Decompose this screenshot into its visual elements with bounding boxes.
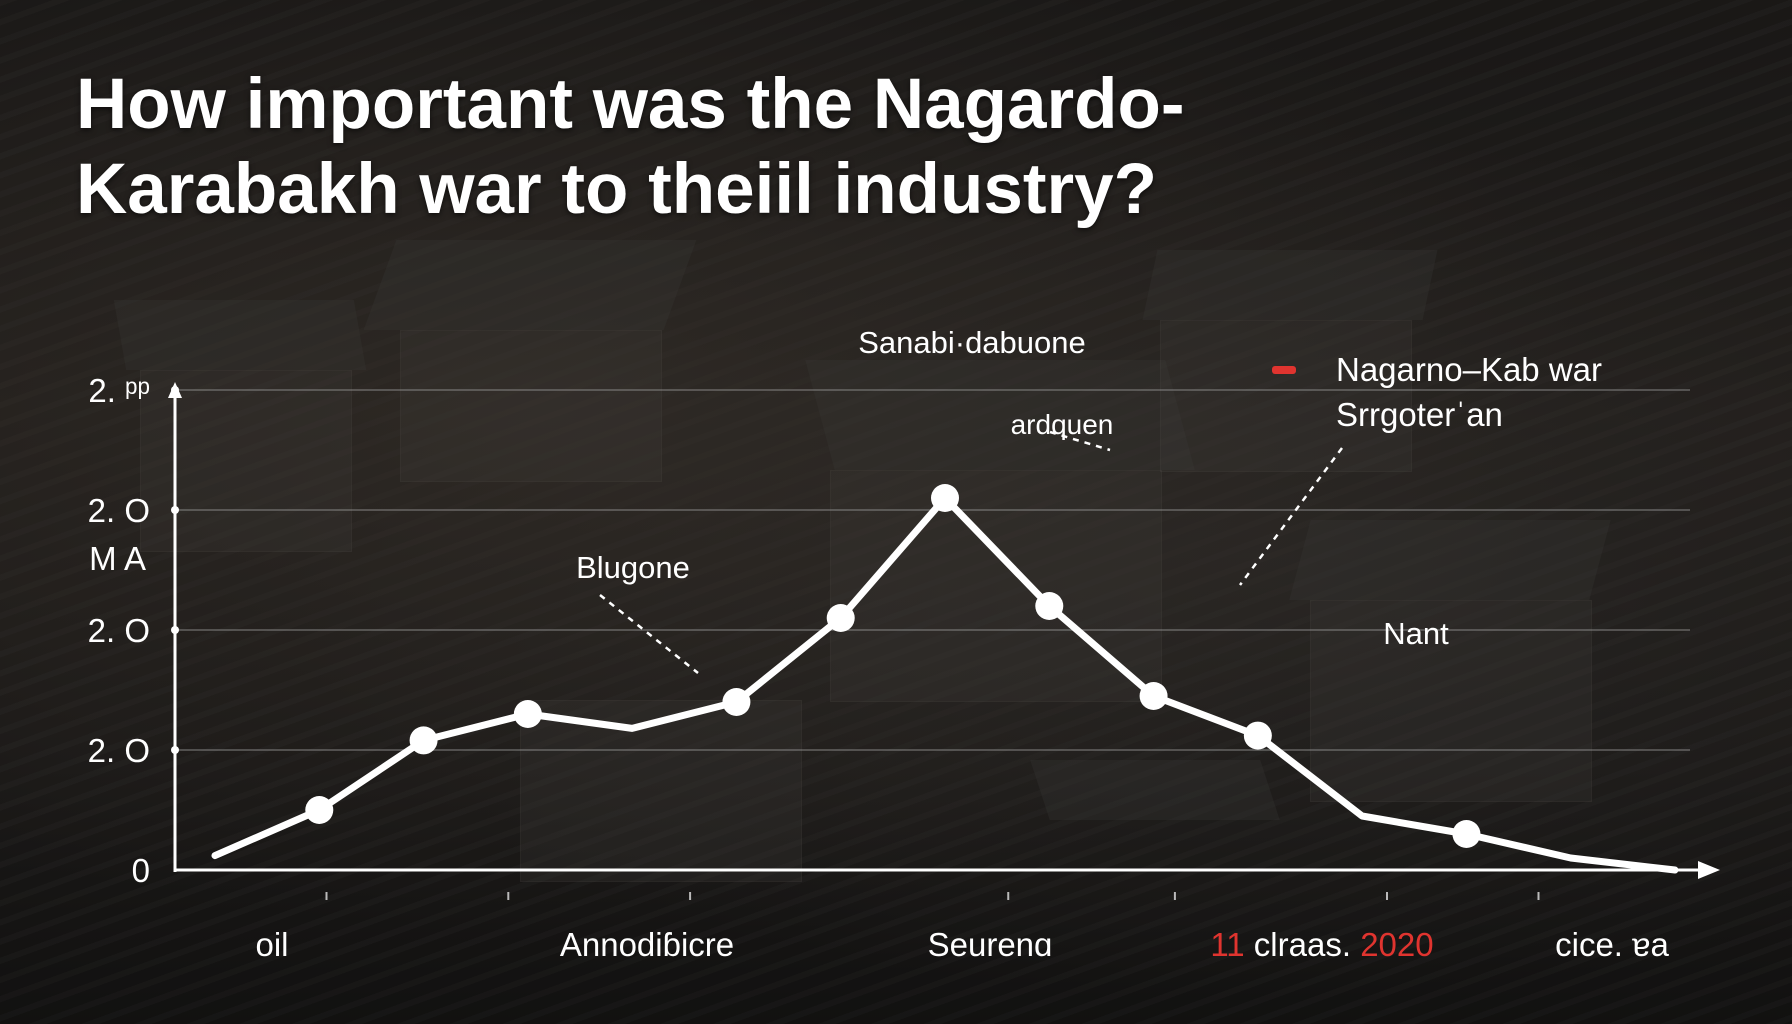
x-category-label-part: 2020 <box>1360 926 1433 963</box>
annotation-leader-blugone <box>599 594 699 674</box>
data-point <box>931 484 959 512</box>
data-point <box>826 604 855 632</box>
annotation-label: Blugone <box>576 550 690 585</box>
chart-title-line-1: How important was the Nagardo- <box>76 65 1185 144</box>
x-category-label: oil <box>255 926 288 963</box>
x-category-label-part: 11 <box>1210 926 1244 963</box>
y-tick-label: 2. O <box>88 612 150 649</box>
data-point <box>1139 682 1168 710</box>
y-tick-label: 2. O <box>88 732 150 769</box>
y-axis-arrow <box>168 382 182 398</box>
x-category-label: Seurenɑ <box>928 926 1053 963</box>
x-category-label: 11 clraas. 2020 <box>1210 926 1433 963</box>
chart-title-line-2: Karabakh war to theiil industry? <box>76 150 1157 230</box>
annotation-label: Srrgoterˈan <box>1336 396 1503 433</box>
y-tick-label: 2. O <box>88 492 150 529</box>
x-category-label: cice. ɐa <box>1555 926 1669 963</box>
data-point <box>409 726 438 755</box>
data-point <box>1035 592 1064 620</box>
chart-title: How important was the Nagardo- Karabakh … <box>76 62 1576 232</box>
y-tick-label: 0 <box>132 852 150 889</box>
annotation-leader-war <box>1238 447 1344 586</box>
data-point <box>513 700 542 728</box>
data-point <box>1243 721 1272 750</box>
annotation-label: Nant <box>1383 616 1449 651</box>
annotation-label: ardquen <box>1011 409 1114 440</box>
annotation-label: Sanabi·dabuone <box>858 325 1086 360</box>
data-point <box>305 796 334 824</box>
annotation-leader-ardquen <box>1049 430 1111 452</box>
x-axis-arrow <box>1698 861 1720 879</box>
data-point <box>1452 820 1481 848</box>
series-line <box>211 494 1679 874</box>
x-category-label-part: clraas. <box>1245 926 1361 963</box>
y-tick-label: 2. ᵖᵖ <box>88 372 150 409</box>
x-category-label: Annodiɓicre <box>560 926 734 963</box>
data-point <box>722 688 751 716</box>
annotation-label: Nagarno–Kab war <box>1336 351 1602 388</box>
annotation-accent-marker <box>1272 366 1296 374</box>
y-axis-extra-label: M A <box>89 540 146 577</box>
